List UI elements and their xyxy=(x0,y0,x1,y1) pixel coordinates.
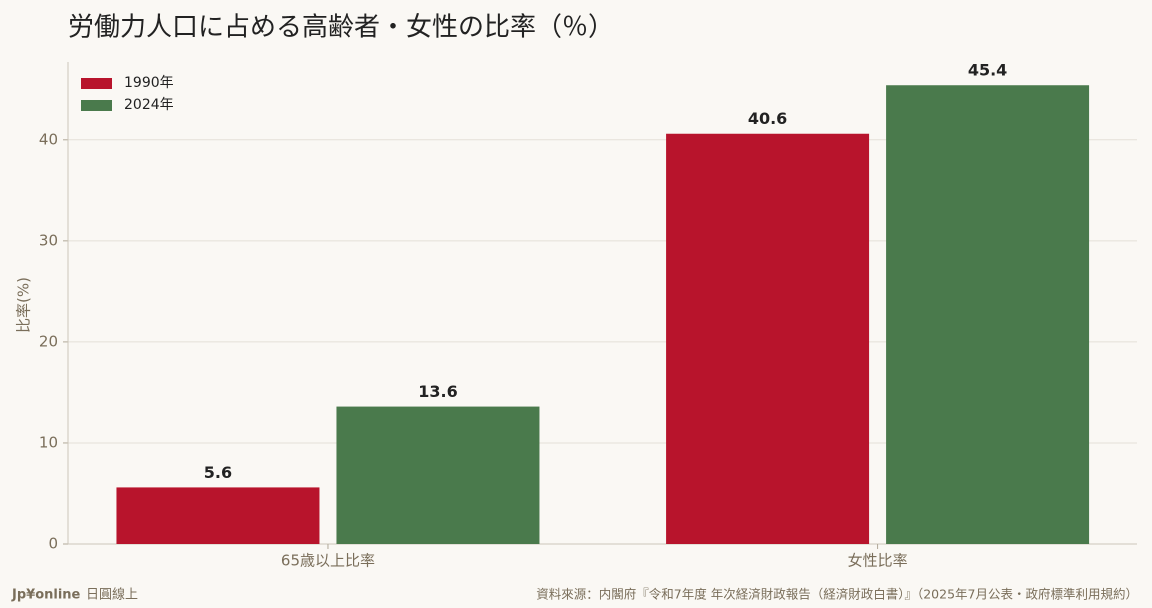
x-tick-label: 65歳以上比率 xyxy=(281,552,375,570)
bar xyxy=(336,406,540,544)
bar xyxy=(116,487,320,544)
bar xyxy=(666,133,870,544)
y-axis-label: 比率(%) xyxy=(15,277,33,333)
brand: Jp¥online xyxy=(11,588,81,603)
chart-title: 労働力人口に占める高齢者・女性の比率（％） xyxy=(68,13,614,43)
y-tick-label: 30 xyxy=(39,231,58,249)
y-tick-label: 10 xyxy=(39,433,58,451)
value-label: 5.6 xyxy=(204,463,232,482)
y-tick-label: 0 xyxy=(48,535,58,553)
source: 資料來源：内閣府『令和7年度 年次経済財政報告（経済財政白書）』（2025年7月… xyxy=(536,587,1138,602)
legend-label: 1990年 xyxy=(124,75,174,91)
x-tick-label: 女性比率 xyxy=(848,552,908,570)
value-label: 45.4 xyxy=(968,61,1007,80)
legend-swatch xyxy=(81,78,112,89)
value-label: 13.6 xyxy=(418,382,457,401)
value-label: 40.6 xyxy=(748,109,787,128)
y-tick-label: 40 xyxy=(39,130,58,148)
brand-sub: 日圓線上 xyxy=(86,587,138,603)
y-tick-label: 20 xyxy=(39,332,58,350)
legend-swatch xyxy=(81,100,112,111)
legend-label: 2024年 xyxy=(124,97,174,113)
bar xyxy=(886,85,1090,544)
